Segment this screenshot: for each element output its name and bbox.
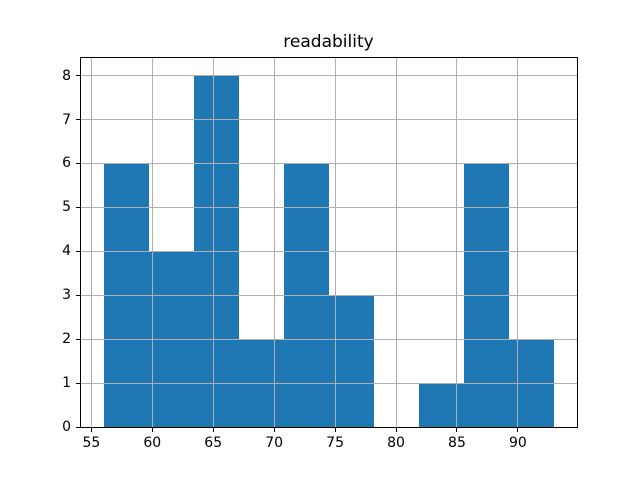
y-tick-label: 6 bbox=[62, 155, 71, 172]
y-tick bbox=[76, 382, 80, 384]
x-tick-label: 55 bbox=[82, 435, 101, 451]
y-tick bbox=[76, 206, 80, 208]
x-tick bbox=[90, 428, 92, 432]
x-tick bbox=[334, 428, 336, 432]
x-tick bbox=[517, 428, 519, 432]
y-tick-label: 0 bbox=[62, 419, 71, 435]
gridline-vertical bbox=[456, 58, 458, 427]
x-tick-label: 90 bbox=[508, 435, 527, 451]
y-tick-label: 3 bbox=[62, 287, 71, 304]
gridline-vertical bbox=[151, 58, 153, 427]
gridline-horizontal bbox=[81, 162, 577, 164]
gridline-vertical bbox=[90, 58, 92, 427]
x-tick bbox=[212, 428, 214, 432]
gridline-horizontal bbox=[81, 250, 577, 252]
plot-area bbox=[80, 57, 578, 428]
gridline-horizontal bbox=[81, 382, 577, 384]
histogram-bar bbox=[329, 295, 375, 427]
x-tick bbox=[456, 428, 458, 432]
x-tick bbox=[395, 428, 397, 432]
y-tick-label: 8 bbox=[62, 67, 71, 84]
gridline-vertical bbox=[212, 58, 214, 427]
x-tick-label: 70 bbox=[265, 435, 284, 451]
y-tick-label: 4 bbox=[62, 243, 71, 260]
histogram-bar bbox=[419, 383, 465, 427]
gridline-vertical bbox=[517, 58, 519, 427]
gridline-horizontal bbox=[81, 206, 577, 208]
gridline-horizontal bbox=[81, 75, 577, 77]
x-tick-label: 85 bbox=[448, 435, 466, 451]
x-tick-label: 75 bbox=[326, 435, 344, 451]
x-tick-label: 80 bbox=[387, 435, 405, 451]
chart-title: readability bbox=[283, 32, 374, 52]
y-tick-label: 1 bbox=[62, 375, 71, 392]
x-tick-label: 60 bbox=[143, 435, 162, 451]
gridline-horizontal bbox=[81, 338, 577, 340]
y-tick-label: 7 bbox=[62, 111, 71, 128]
x-tick bbox=[273, 428, 275, 432]
gridline-vertical bbox=[273, 58, 275, 427]
y-tick bbox=[76, 250, 80, 252]
y-tick bbox=[76, 162, 80, 164]
gridline-horizontal bbox=[81, 119, 577, 120]
y-tick bbox=[76, 75, 80, 77]
y-tick bbox=[76, 426, 80, 428]
y-tick-label: 2 bbox=[62, 331, 71, 348]
y-tick bbox=[76, 294, 80, 296]
gridline-horizontal bbox=[81, 426, 577, 427]
y-tick bbox=[76, 338, 80, 340]
gridline-vertical bbox=[334, 58, 336, 427]
y-tick-label: 5 bbox=[62, 199, 71, 216]
x-tick-label: 65 bbox=[204, 435, 223, 451]
y-tick bbox=[76, 119, 80, 120]
gridline-vertical bbox=[395, 58, 397, 427]
gridline-horizontal bbox=[81, 294, 577, 296]
x-tick bbox=[151, 428, 153, 432]
